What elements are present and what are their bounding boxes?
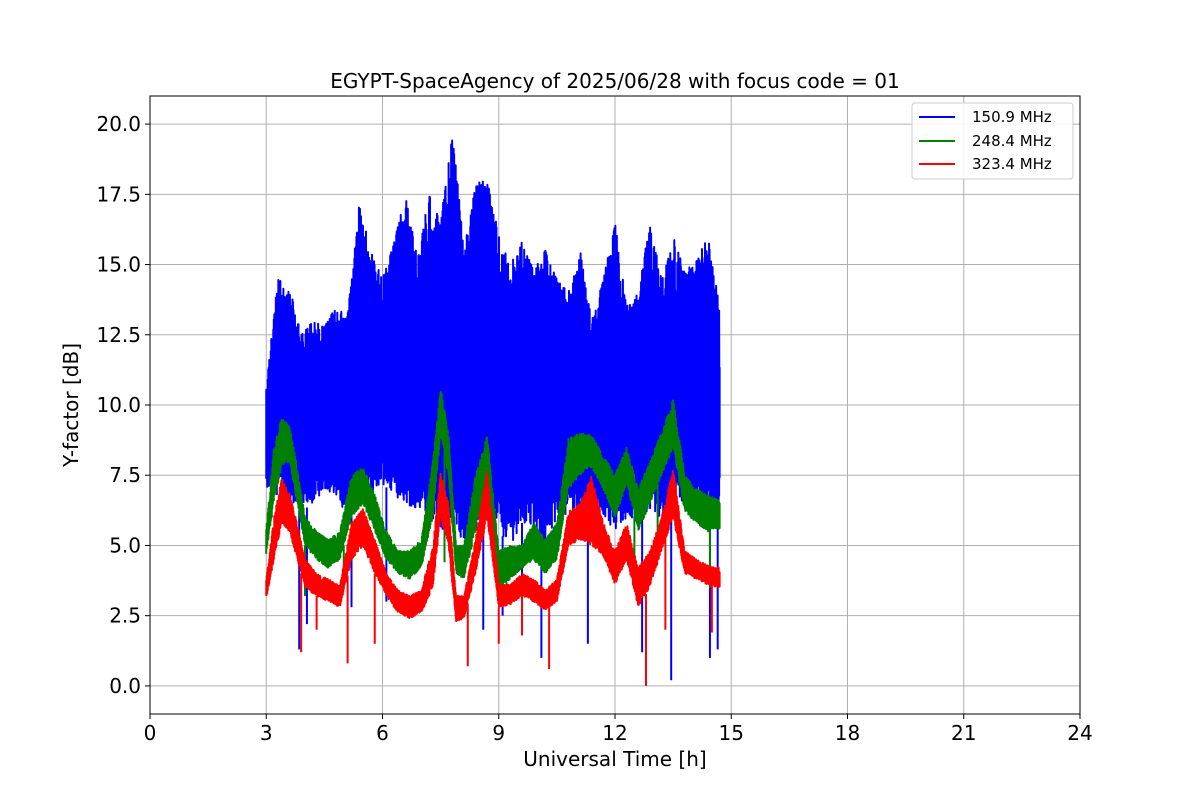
x-tick-label: 0: [144, 721, 157, 745]
legend: 150.9 MHz 248.4 MHz 323.4 MHz: [911, 102, 1074, 180]
y-tick-label: 5.0: [109, 533, 141, 557]
x-tick-label: 18: [835, 721, 860, 745]
y-tick-label: 17.5: [96, 182, 141, 206]
x-tick-label: 12: [602, 721, 627, 745]
y-axis-ticks: 0.0 2.5 5.0 7.5 10.0 12.5 15.0 17.5 20.0: [96, 112, 150, 698]
series-trace: [265, 470, 721, 623]
legend-box: [911, 102, 1074, 180]
plot-series: [265, 139, 721, 686]
x-tick-label: 15: [719, 721, 744, 745]
y-tick-label: 12.5: [96, 323, 141, 347]
series-323-4-mhz: [265, 470, 721, 686]
y-tick-label: 20.0: [96, 112, 141, 136]
legend-label-150-9: 150.9 MHz: [972, 108, 1052, 126]
y-tick-label: 15.0: [96, 253, 141, 277]
series-trace: [265, 139, 721, 544]
y-axis-label: Y-factor [dB]: [59, 343, 83, 468]
y-tick-label: 0.0: [109, 674, 141, 698]
x-tick-label: 21: [951, 721, 976, 745]
x-axis-label: Universal Time [h]: [523, 747, 706, 771]
x-tick-label: 24: [1067, 721, 1092, 745]
legend-label-248-4: 248.4 MHz: [972, 132, 1052, 150]
x-axis-ticks: 0 3 6 9 12 15 18 21 24: [144, 714, 1093, 745]
series-trace: [265, 391, 721, 587]
y-tick-label: 2.5: [109, 604, 141, 628]
x-tick-label: 9: [492, 721, 505, 745]
y-tick-label: 7.5: [109, 463, 141, 487]
x-tick-label: 6: [376, 721, 389, 745]
y-tick-label: 10.0: [96, 393, 141, 417]
x-tick-label: 3: [260, 721, 273, 745]
chart-title: EGYPT-SpaceAgency of 2025/06/28 with foc…: [330, 69, 899, 93]
legend-label-323-4: 323.4 MHz: [972, 155, 1052, 173]
